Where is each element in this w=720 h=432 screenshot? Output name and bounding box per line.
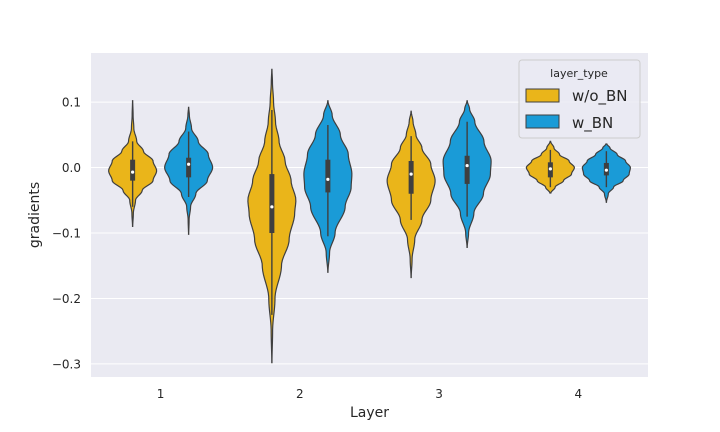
violin-median — [409, 172, 413, 176]
legend-swatch-w-bn — [525, 114, 560, 129]
y-axis-label: gradients — [27, 182, 43, 248]
legend-label-wo-bn: w/o_BN — [572, 87, 628, 106]
violin-w-bn-1 — [164, 106, 214, 235]
violin-iqr-box — [408, 161, 414, 194]
x-tick-label: 2 — [296, 387, 304, 401]
violin-w-o-bn-3 — [386, 110, 436, 279]
y-tick-label: 0.0 — [62, 161, 81, 175]
y-tick-label: −0.1 — [52, 227, 81, 241]
legend-title: layer_type — [550, 67, 608, 80]
violin-w-o-bn-1 — [108, 100, 158, 228]
legend: layer_type w/o_BN w_BN — [518, 59, 641, 139]
legend-label-w-bn: w_BN — [572, 114, 613, 133]
x-axis-label: Layer — [350, 405, 389, 421]
violin-w-o-bn-2 — [247, 68, 297, 364]
y-tick-labels: 0.1 0.0 −0.1 −0.2 −0.3 — [52, 96, 81, 372]
violin-w-bn-2 — [303, 100, 353, 273]
violins-layer — [108, 68, 631, 364]
violin-w-bn-4 — [581, 143, 631, 203]
violin-w-o-bn-4 — [525, 140, 575, 194]
violin-iqr-box — [269, 174, 275, 233]
violin-median — [270, 205, 274, 209]
violin-iqr-box — [464, 155, 470, 184]
violin-iqr-box — [186, 157, 192, 178]
violin-median — [604, 168, 608, 172]
violin-median — [187, 162, 191, 166]
y-tick-label: −0.3 — [52, 357, 81, 371]
violin-iqr-box — [325, 159, 331, 193]
x-tick-label: 1 — [157, 387, 165, 401]
violin-median — [465, 163, 469, 168]
y-tick-label: −0.2 — [52, 292, 81, 306]
x-tick-label: 3 — [435, 387, 443, 401]
y-tick-label: 0.1 — [62, 96, 81, 110]
violin-median — [326, 177, 330, 181]
x-tick-label: 4 — [575, 387, 583, 401]
violin-iqr-box — [130, 159, 136, 181]
violin-w-bn-3 — [442, 100, 492, 248]
violin-median — [131, 170, 135, 174]
legend-swatch-wo-bn — [525, 88, 560, 103]
violin-median — [548, 167, 552, 171]
x-tick-labels: 1 2 3 4 — [157, 387, 582, 401]
